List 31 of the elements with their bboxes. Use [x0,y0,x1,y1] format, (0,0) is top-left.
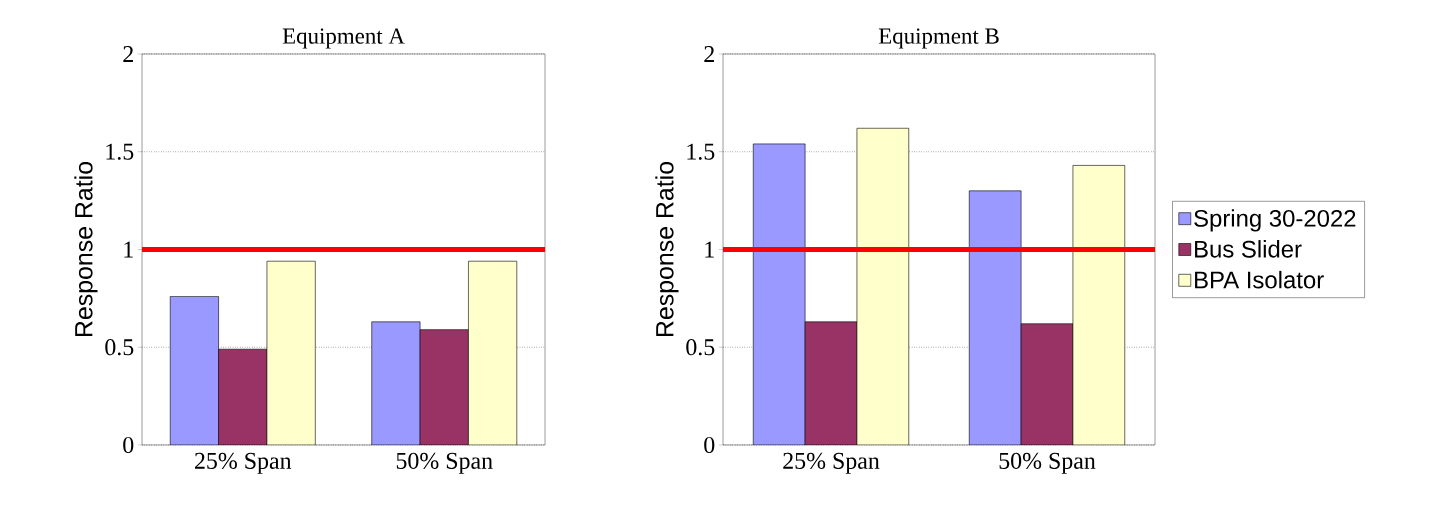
bar [856,127,910,445]
x-tick-label: 50% Span [999,452,1096,474]
legend-label: BPA Isolator [1195,270,1324,289]
bar [968,190,1022,445]
y-tick-label: 0 [123,436,134,454]
y-tick-label: 0.5 [105,339,134,356]
bar [1072,165,1126,445]
chart-title: Equipment B [878,28,999,49]
y-tick-label: 1.5 [687,143,715,160]
y-tick-label: 2 [704,46,714,62]
y-tick-label: 1.5 [106,143,134,160]
y-tick-label: 1 [705,241,714,258]
y-tick-label: 1 [124,241,133,258]
legend-label: Spring 30-2022 [1194,209,1356,232]
y-tick-label: 2 [123,46,133,62]
x-tick-label: 25% Span [783,452,880,474]
bar [468,260,518,445]
bar [1020,323,1074,445]
y-axis-title: Response Ratio [655,161,679,337]
bar [169,296,219,445]
x-tick-label: 50% Span [396,452,493,474]
y-axis-title: Response Ratio [74,161,98,337]
chart-title: Equipment A [282,28,405,49]
y-tick-label: 0 [704,436,715,454]
bar [752,143,806,445]
bar [371,321,421,445]
bar [266,260,316,445]
bar [804,321,858,445]
y-tick-label: 0.5 [686,339,715,356]
x-tick-label: 25% Span [195,452,292,474]
legend-label: Bus Slider [1195,240,1302,258]
